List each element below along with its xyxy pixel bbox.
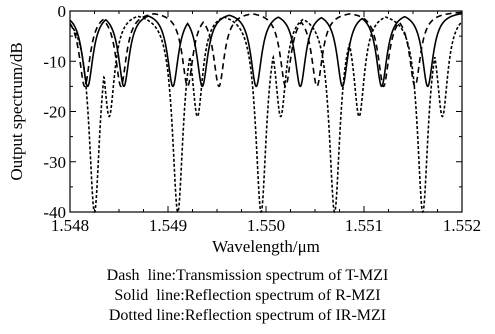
x-tick-label: 1.552 [443, 216, 481, 235]
x-tick-label: 1.548 [51, 216, 89, 235]
spectrum-chart: 1.548 1.549 1.550 1.551 1.552 0 -10 -20 -30 -40 W… [7, 2, 481, 256]
y-tick-label: 0 [58, 2, 67, 21]
series-group [69, 11, 463, 214]
legend-entry-dotted: Dotted line:Reflection spectrum of IR-MZ… [0, 306, 495, 326]
y-tick-label: -10 [43, 52, 66, 71]
x-tick-label: 1.549 [149, 216, 187, 235]
legend-block: Dash line:Transmission spectrum of T-MZI… [0, 266, 495, 326]
legend-entry-dotted-label: Dotted [108, 307, 153, 324]
legend-entry-dash-label: Dash [106, 267, 140, 284]
y-tick-label: -40 [43, 203, 66, 222]
legend-entry-solid: Solid line:Reflection spectrum of R-MZI [0, 286, 495, 306]
x-tick-label: 1.550 [247, 216, 285, 235]
series-line-solid [69, 12, 463, 88]
y-tick-label: -30 [43, 153, 66, 172]
tick-marks [69, 10, 463, 213]
plot-area [69, 10, 463, 214]
x-tick-label: 1.551 [345, 216, 383, 235]
series-line-dashed [69, 11, 463, 88]
y-axis-title: Output spectrum/dB [7, 42, 26, 180]
tick-labels: 1.548 1.549 1.550 1.551 1.552 0 -10 -20 -30 -40 [43, 2, 481, 235]
y-tick-label: -20 [43, 103, 66, 122]
series-line-dotted [69, 15, 463, 214]
legend-entry-dash: Dash line:Transmission spectrum of T-MZI [0, 266, 495, 286]
x-axis-title: Wavelength/μm [212, 237, 320, 256]
legend-entry-dash-text: line:Transmission spectrum of T-MZI [147, 267, 389, 284]
legend-entry-solid-label: Solid [114, 287, 149, 304]
legend-entry-solid-text: line:Reflection spectrum of R-MZI [156, 287, 381, 304]
legend-entry-dotted-text: line:Reflection spectrum of IR-MZI [156, 307, 387, 324]
